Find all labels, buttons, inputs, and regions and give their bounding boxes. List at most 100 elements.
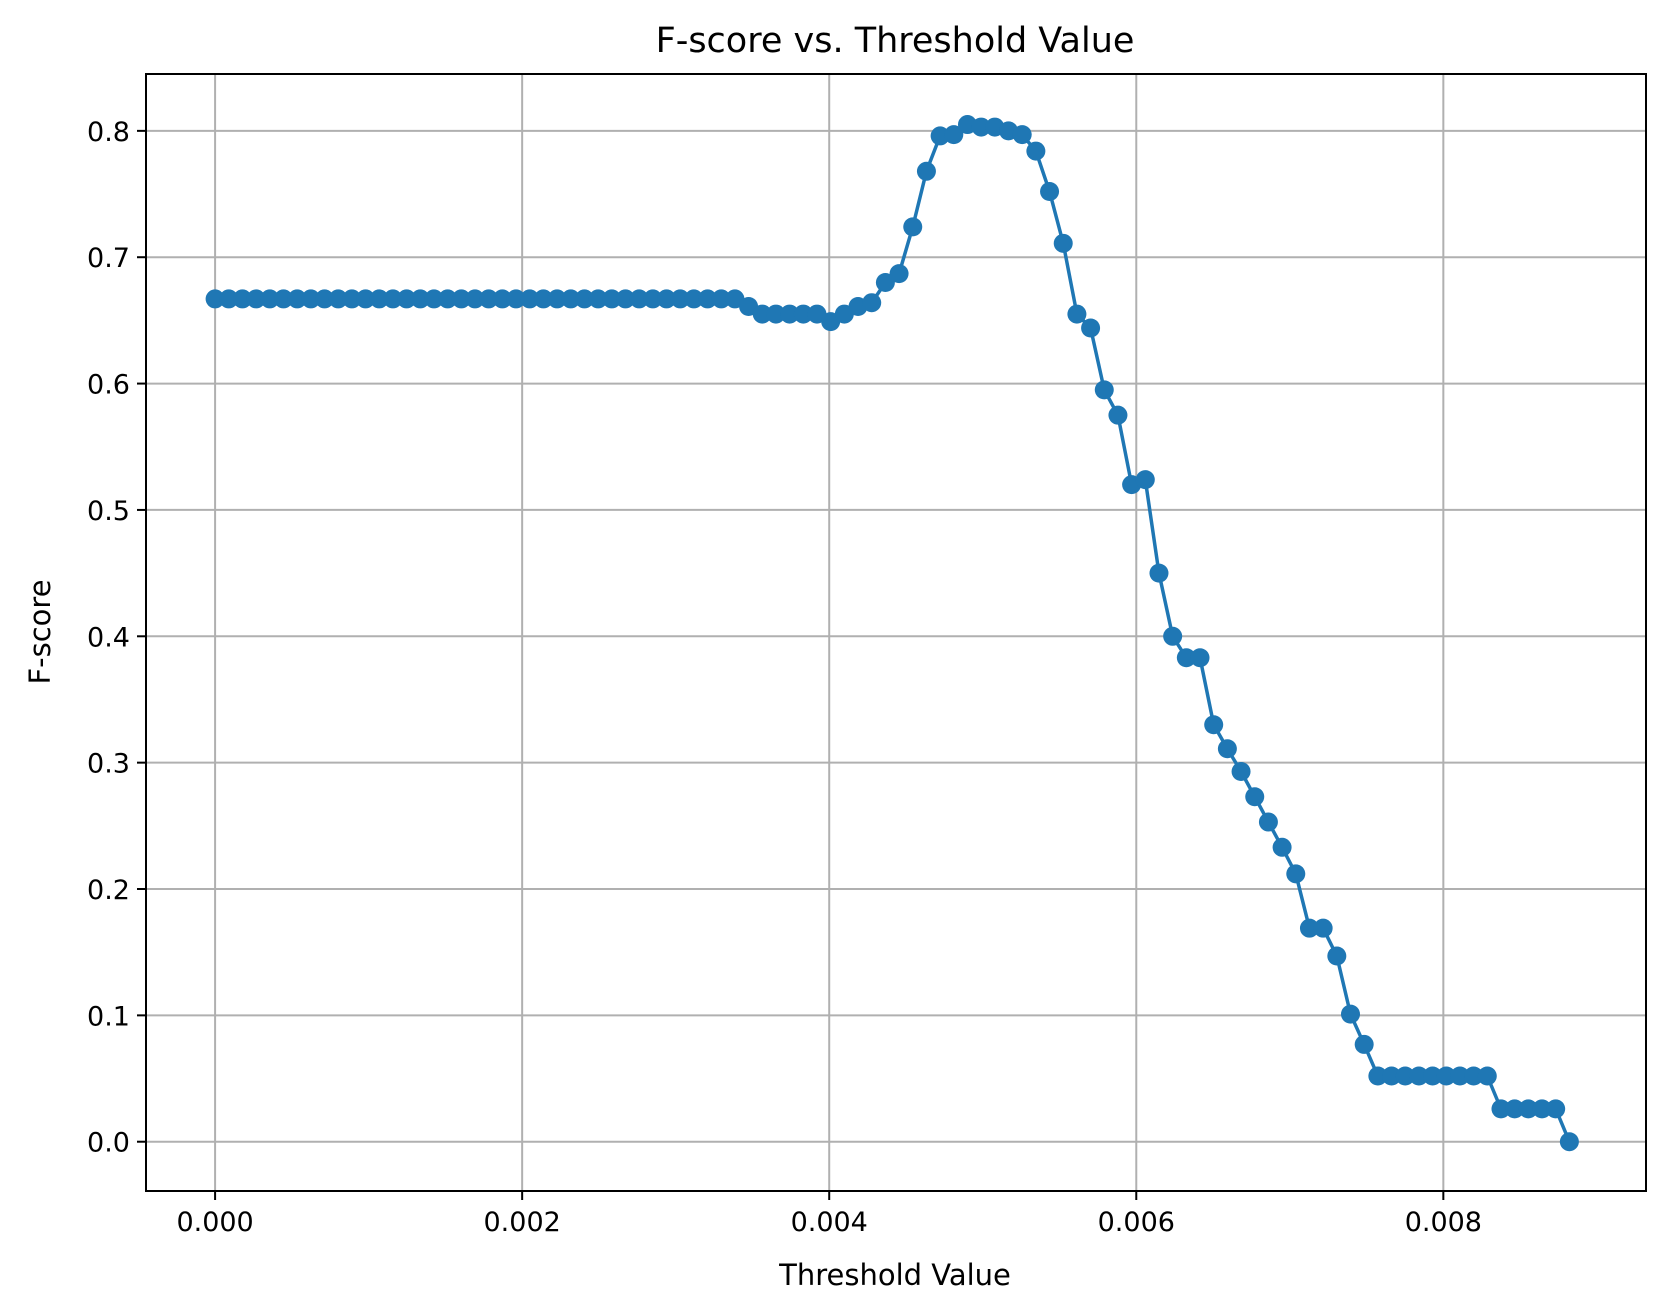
data-point [328, 289, 348, 309]
data-point [1149, 563, 1169, 583]
data-point [342, 289, 362, 309]
data-point [780, 304, 800, 324]
data-point [1505, 1099, 1525, 1119]
y-tick-label: 0.0 [87, 1128, 130, 1159]
data-point [793, 304, 813, 324]
data-point [465, 289, 485, 309]
data-point [752, 304, 772, 324]
data-point [766, 304, 786, 324]
data-point [1532, 1099, 1552, 1119]
x-tick-label: 0.002 [484, 1207, 561, 1238]
data-point [287, 289, 307, 309]
data-point [232, 289, 252, 309]
data-point [520, 289, 540, 309]
data-point [438, 289, 458, 309]
data-point [1477, 1066, 1497, 1086]
data-point [1559, 1132, 1579, 1152]
data-point [1409, 1066, 1429, 1086]
x-tick-label: 0.000 [176, 1207, 253, 1238]
data-point [1231, 761, 1251, 781]
data-point [670, 289, 690, 309]
data-point [383, 289, 403, 309]
data-point [1450, 1066, 1470, 1086]
data-point [629, 289, 649, 309]
data-point [889, 264, 909, 284]
data-point [684, 289, 704, 309]
data-point [1176, 648, 1196, 668]
data-point [356, 289, 376, 309]
data-point [533, 289, 553, 309]
data-point [1341, 1004, 1360, 1024]
data-point [1395, 1066, 1415, 1086]
data-point [561, 289, 581, 309]
data-point [1313, 918, 1333, 938]
data-point [1217, 739, 1237, 759]
data-layer [205, 115, 1579, 1152]
data-point [1464, 1066, 1484, 1086]
data-point [1245, 787, 1265, 807]
data-point [944, 125, 964, 145]
data-point [1272, 837, 1292, 857]
data-point [643, 289, 663, 309]
data-point [1135, 470, 1155, 490]
data-point [930, 126, 950, 146]
data-point [1026, 141, 1046, 161]
data-point [315, 289, 335, 309]
data-point [1067, 304, 1087, 324]
data-point [479, 289, 499, 309]
data-point [698, 289, 718, 309]
data-point [219, 289, 239, 309]
data-point [1299, 918, 1319, 938]
gridlines [146, 74, 1646, 1191]
data-point [1546, 1099, 1566, 1119]
data-point [1190, 648, 1210, 668]
data-point [492, 289, 512, 309]
data-point [903, 217, 923, 237]
x-tick-label: 0.004 [791, 1207, 868, 1238]
data-point [1094, 380, 1114, 400]
data-point [1368, 1066, 1388, 1086]
data-point [711, 289, 731, 309]
y-tick-label: 0.4 [87, 622, 130, 653]
data-point [1204, 715, 1224, 735]
data-point [862, 293, 882, 313]
data-point [506, 289, 526, 309]
x-axis-label: Threshold Value [778, 1258, 1011, 1292]
data-point [1423, 1066, 1443, 1086]
data-point [615, 289, 635, 309]
data-point [588, 289, 608, 309]
data-point [301, 289, 321, 309]
data-point [1108, 405, 1128, 425]
data-point [1491, 1099, 1511, 1119]
data-point [424, 289, 444, 309]
chart-title: F-score vs. Threshold Value [656, 21, 1135, 61]
data-point [971, 117, 991, 137]
data-point [1163, 626, 1183, 646]
data-point [1382, 1066, 1402, 1086]
data-point [451, 289, 471, 309]
data-point [602, 289, 622, 309]
data-point [657, 289, 677, 309]
data-point [1040, 182, 1060, 202]
y-axis-label: F-score [23, 579, 57, 684]
y-tick-label: 0.2 [87, 875, 130, 906]
y-tick-label: 0.3 [87, 749, 130, 780]
data-point [547, 289, 567, 309]
data-point [369, 289, 389, 309]
data-point [1081, 318, 1101, 338]
x-tick-label: 0.008 [1405, 1207, 1482, 1238]
y-tick-label: 0.8 [87, 117, 130, 148]
data-point [875, 272, 895, 292]
data-point [1518, 1099, 1538, 1119]
y-tick-label: 0.1 [87, 1001, 130, 1032]
data-point [1436, 1066, 1456, 1086]
y-tick-label: 0.6 [87, 370, 130, 401]
data-point [1012, 125, 1032, 145]
data-point [1327, 946, 1347, 966]
ticks: 0.000 0.002 0.004 0.006 0.008 0.0 0.1 0.2 0.3 0.4… [87, 117, 1482, 1238]
data-point [574, 289, 594, 309]
data-point [260, 289, 280, 309]
data-point [397, 289, 417, 309]
